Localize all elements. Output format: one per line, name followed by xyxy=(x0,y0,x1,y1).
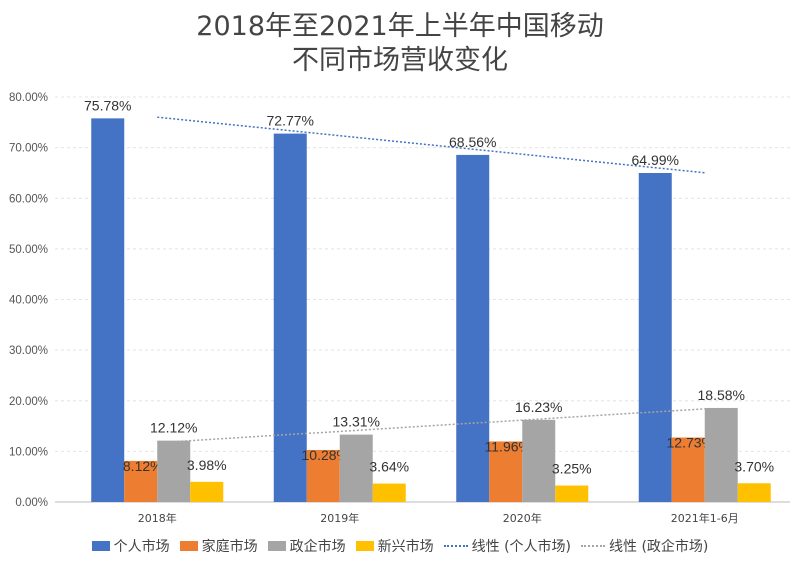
bar-政企市场 xyxy=(522,419,556,502)
legend-label: 政企市场 xyxy=(289,539,346,555)
data-label: 12.73% xyxy=(667,435,714,451)
data-label: 3.98% xyxy=(187,457,227,473)
data-label: 18.58% xyxy=(698,387,745,403)
legend-item: 线性 (个人市场) xyxy=(443,536,571,556)
data-label: 64.99% xyxy=(632,152,679,168)
legend-item: 新兴市场 xyxy=(355,536,434,556)
legend-item: 政企市场 xyxy=(267,536,346,556)
bar-新兴市场 xyxy=(190,481,224,502)
trendline xyxy=(157,116,705,174)
bar-家庭市场 xyxy=(124,460,158,502)
legend-item: 个人市场 xyxy=(91,536,170,556)
bar-家庭市场 xyxy=(671,437,705,502)
y-tick-label: 70.00% xyxy=(9,143,48,155)
data-label: 8.12% xyxy=(123,458,163,474)
y-tick-label: 40.00% xyxy=(9,295,48,307)
bar-个人市场 xyxy=(91,118,125,503)
legend-label: 线性 (个人市场) xyxy=(471,539,571,555)
y-tick-label: 20.00% xyxy=(9,396,48,408)
y-tick-label: 50.00% xyxy=(9,244,48,256)
legend-line xyxy=(443,545,468,547)
legend-label: 新兴市场 xyxy=(377,539,434,555)
x-tick-label: 2020年 xyxy=(503,511,542,525)
data-label: 13.31% xyxy=(333,414,380,430)
legend-label: 线性 (政企市场) xyxy=(609,539,709,555)
legend: 个人市场 家庭市场 政企市场 新兴市场 线性 (个人市场) 线性 (政企市场) xyxy=(0,536,800,556)
legend-item: 线性 (政企市场) xyxy=(581,536,708,556)
y-tick-label: 60.00% xyxy=(9,193,48,205)
data-label: 16.23% xyxy=(515,399,562,415)
bar-个人市场 xyxy=(638,172,672,502)
bar-政企市场 xyxy=(339,434,373,502)
legend-swatch xyxy=(179,541,198,551)
data-label: 3.70% xyxy=(734,458,774,474)
bar-家庭市场 xyxy=(489,441,523,502)
bar-家庭市场 xyxy=(306,449,340,502)
data-label: 11.96% xyxy=(485,438,531,454)
legend-line xyxy=(581,545,605,547)
bar-个人市场 xyxy=(273,133,307,502)
chart-title-line1: 2018年至2021年上半年中国移动 xyxy=(196,11,604,42)
legend-swatch xyxy=(267,541,286,551)
legend-label: 个人市场 xyxy=(113,539,170,555)
legend-label: 家庭市场 xyxy=(201,539,258,555)
legend-item: 家庭市场 xyxy=(179,536,258,556)
x-tick-label: 2018年 xyxy=(138,511,177,525)
data-label: 3.25% xyxy=(552,461,592,477)
bar-新兴市场 xyxy=(555,485,589,502)
bar-新兴市场 xyxy=(737,483,771,502)
data-label: 68.56% xyxy=(449,134,496,150)
y-tick-label: 0.00% xyxy=(15,497,48,509)
data-label: 3.64% xyxy=(369,459,409,475)
x-tick-label: 2019年 xyxy=(320,511,359,525)
chart-title-line2: 不同市场营收变化 xyxy=(292,45,508,76)
data-label: 75.78% xyxy=(84,97,131,113)
x-tick-label: 2021年1-6月 xyxy=(671,511,739,525)
bar-个人市场 xyxy=(456,154,490,503)
data-label: 10.28% xyxy=(302,447,349,463)
trendline xyxy=(157,408,705,444)
bar-政企市场 xyxy=(704,407,738,502)
y-tick-label: 10.00% xyxy=(9,446,48,458)
bar-政企市场 xyxy=(157,440,191,502)
data-label: 12.12% xyxy=(150,420,197,436)
bar-新兴市场 xyxy=(372,483,406,502)
y-tick-label: 80.00% xyxy=(9,92,48,104)
y-tick-label: 30.00% xyxy=(9,345,48,357)
legend-swatch xyxy=(355,541,374,551)
legend-swatch xyxy=(91,541,110,551)
data-label: 72.77% xyxy=(267,113,314,129)
